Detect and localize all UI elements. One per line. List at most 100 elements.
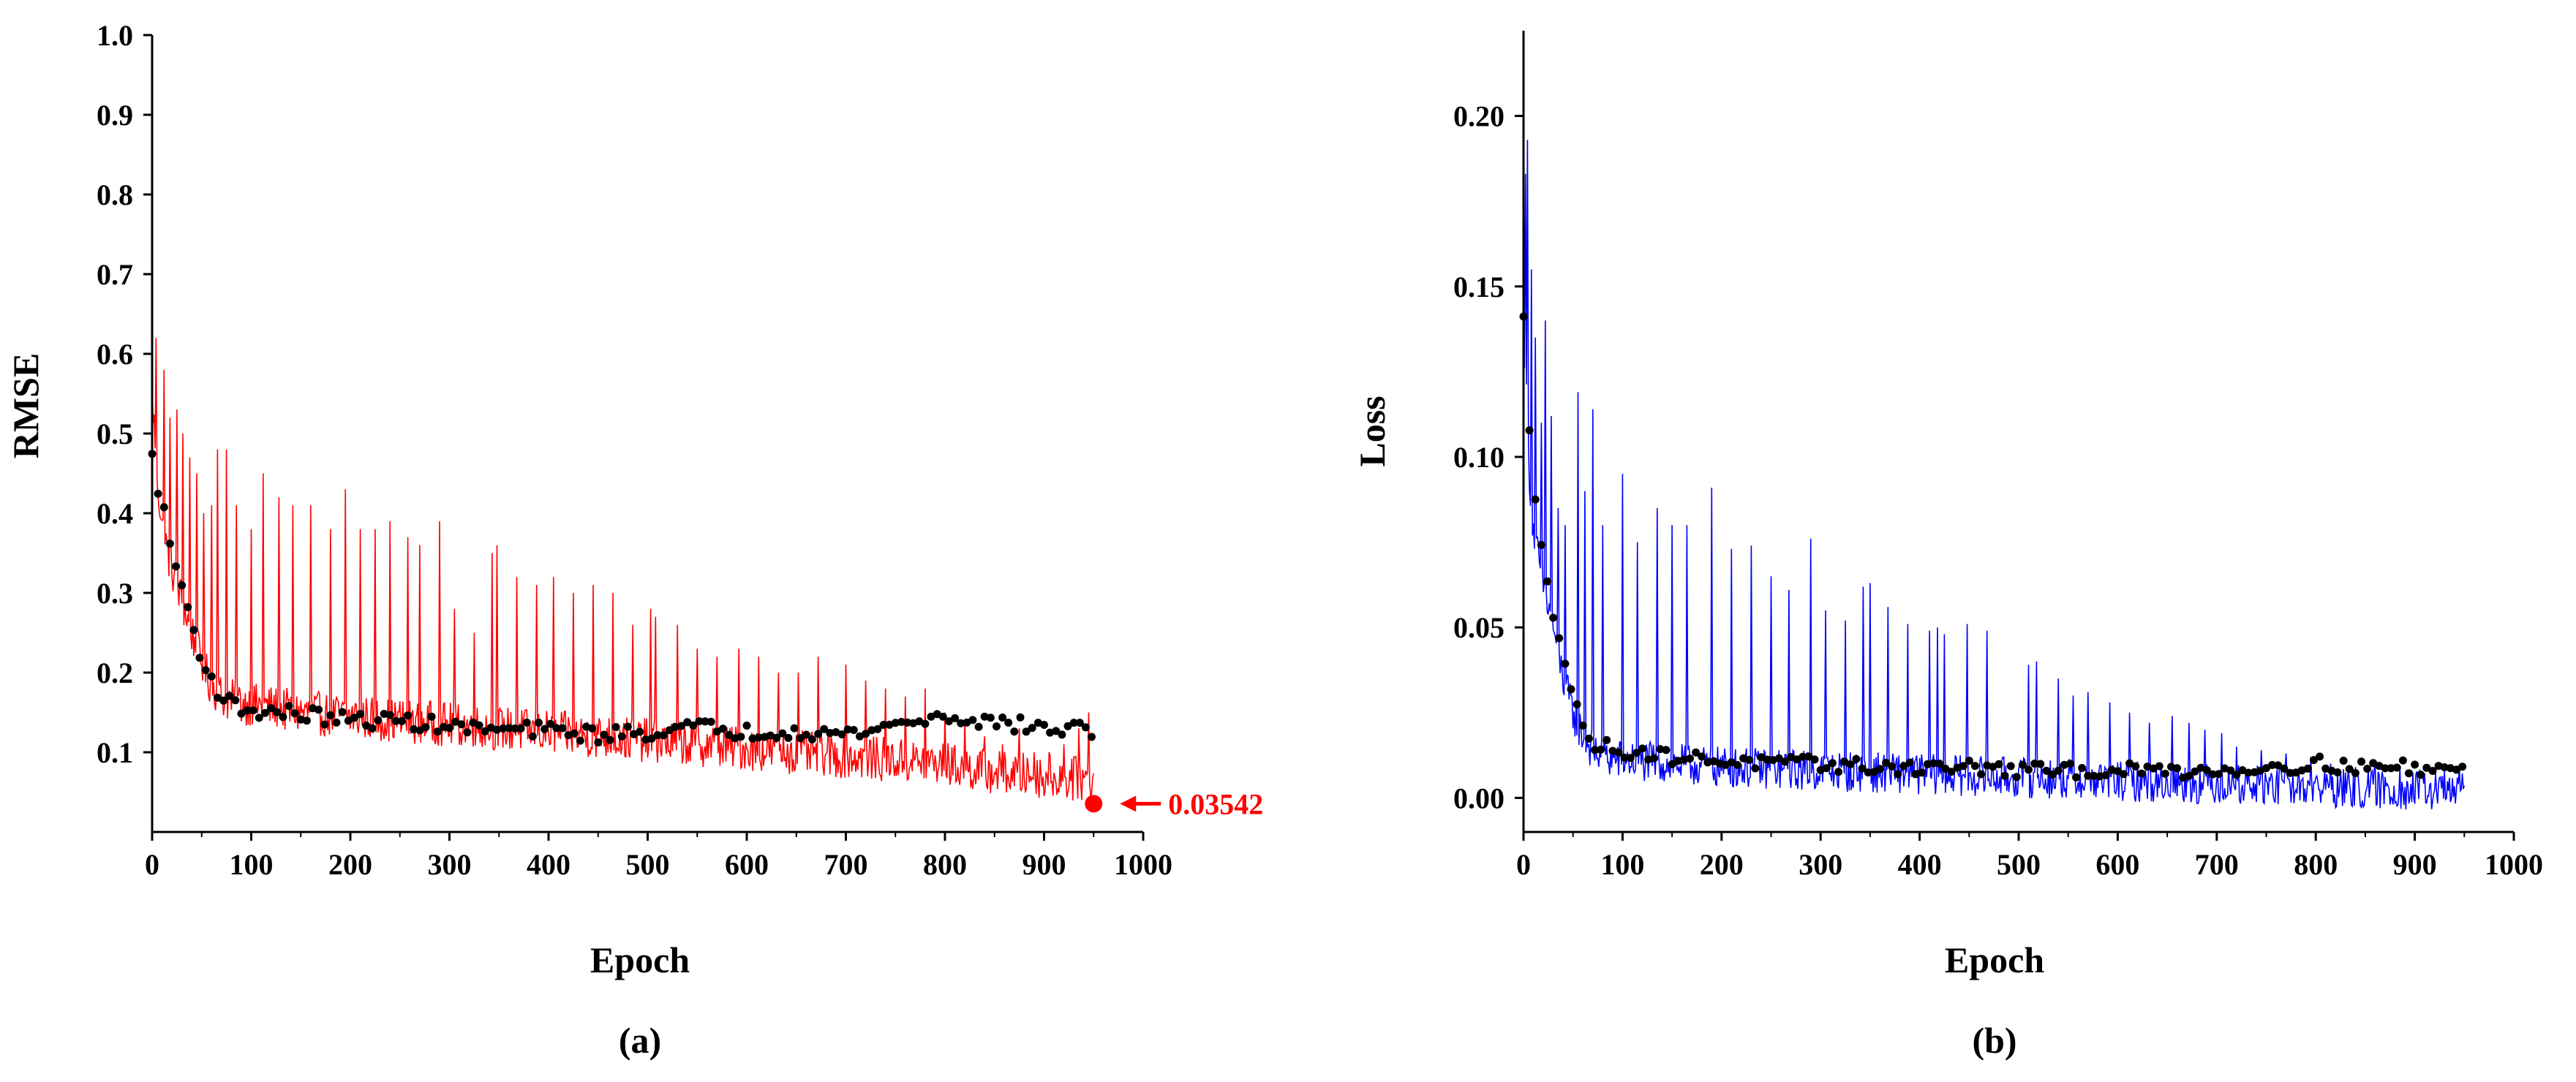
y-tick-label: 0.1	[97, 736, 133, 769]
panel-b-y-tick-labels: 0.00 0.05 0.10 0.15 0.20	[1453, 100, 1504, 815]
average-point	[2369, 759, 2378, 768]
average-point	[2072, 773, 2080, 782]
average-point	[617, 732, 626, 741]
y-tick-label: 0.9	[97, 99, 133, 132]
panel-b-axes	[1515, 31, 2515, 841]
average-point	[2161, 769, 2169, 778]
average-point	[1561, 659, 1570, 668]
average-point	[2363, 765, 2372, 773]
average-point	[201, 666, 210, 675]
average-point	[1888, 762, 1897, 771]
average-point	[2303, 764, 2312, 773]
average-point	[725, 730, 734, 739]
x-axis-label-epoch-b: Epoch	[1945, 939, 2044, 980]
average-point	[451, 717, 460, 726]
average-point	[2215, 770, 2223, 779]
average-point	[796, 734, 805, 743]
average-point	[1531, 495, 1540, 504]
average-point	[249, 706, 257, 715]
average-point	[677, 722, 686, 730]
average-point	[255, 714, 263, 722]
average-point	[1846, 760, 1855, 769]
average-point	[1858, 764, 1867, 773]
average-point	[2428, 767, 2437, 775]
x-tick-label: 200	[328, 848, 372, 881]
average-point	[368, 724, 377, 733]
average-point	[505, 724, 513, 733]
average-point	[499, 724, 508, 733]
x-tick-label: 300	[1799, 848, 1842, 881]
average-point	[1727, 758, 1736, 767]
average-point	[2310, 756, 2318, 765]
average-point	[2137, 769, 2146, 778]
loss-noisy-series	[1523, 140, 2466, 810]
average-point	[385, 711, 394, 719]
x-tick-label: 600	[725, 848, 769, 881]
panel-a-x-tick-labels: 0 100 200 300 400 500 600 700 800 900 1000	[145, 848, 1172, 881]
y-axis-label-rmse: RMSE	[5, 353, 46, 458]
y-tick-label: 0.15	[1453, 270, 1504, 303]
average-point	[1864, 768, 1872, 777]
x-tick-label: 900	[2393, 848, 2437, 881]
average-point	[2244, 768, 2253, 777]
average-point	[944, 717, 953, 726]
average-point	[1935, 760, 1944, 768]
average-point	[315, 705, 323, 714]
panel-b-x-tick-labels: 0 100 200 300 400 500 600 700 800 900 1000	[1516, 848, 2543, 881]
final-rmse-dot	[1085, 795, 1103, 813]
average-point	[1063, 722, 1072, 730]
average-point	[231, 696, 240, 705]
average-point	[1834, 768, 1843, 776]
average-point	[951, 714, 960, 722]
average-point	[600, 730, 609, 739]
average-point	[968, 716, 977, 725]
average-point	[1075, 719, 1084, 727]
average-point	[1941, 764, 1950, 773]
y-tick-label: 0.5	[97, 417, 133, 450]
average-point	[2232, 771, 2241, 779]
average-point	[546, 719, 555, 728]
average-point	[2351, 769, 2360, 777]
average-point	[2208, 770, 2217, 779]
average-point	[410, 725, 418, 733]
average-point	[421, 723, 430, 732]
y-tick-label: 0.2	[97, 657, 133, 689]
average-point	[463, 728, 472, 737]
average-point	[1810, 755, 1819, 764]
average-point	[237, 709, 246, 718]
average-point	[2191, 767, 2199, 776]
average-point	[332, 718, 341, 727]
x-tick-label: 1000	[1114, 848, 1172, 881]
average-point	[2006, 762, 2015, 771]
panel-label-b: (b)	[1972, 1020, 2016, 1061]
x-tick-label: 600	[2095, 848, 2139, 881]
average-point	[1970, 762, 1979, 771]
average-point	[1875, 765, 1884, 773]
average-point	[558, 724, 567, 733]
average-point	[748, 734, 757, 743]
average-point	[784, 733, 793, 742]
average-point	[1698, 752, 1706, 761]
x-tick-label: 1000	[2485, 848, 2543, 881]
average-point	[653, 731, 662, 739]
average-point	[273, 708, 282, 716]
y-tick-label: 0.6	[97, 338, 133, 371]
average-point	[737, 733, 745, 741]
average-point	[588, 724, 597, 733]
panel-label-a: (a)	[619, 1020, 661, 1061]
average-point	[516, 724, 525, 733]
average-point	[189, 626, 198, 635]
final-rmse-marker: 0.03542	[1085, 787, 1263, 820]
average-point	[1799, 752, 1807, 761]
x-tick-label: 400	[527, 848, 570, 881]
average-point	[623, 722, 632, 731]
average-point	[2185, 771, 2193, 780]
average-point	[172, 562, 180, 571]
average-point	[2405, 769, 2413, 778]
x-tick-label: 200	[1700, 848, 1744, 881]
average-point	[2042, 766, 2051, 775]
average-point	[1022, 727, 1031, 736]
y-tick-label: 0.3	[97, 577, 133, 610]
panel-a-rmse-chart: 0 100 200 300 400 500 600 700 800 900 1000 0.1 0.2 0…	[5, 19, 1263, 1061]
